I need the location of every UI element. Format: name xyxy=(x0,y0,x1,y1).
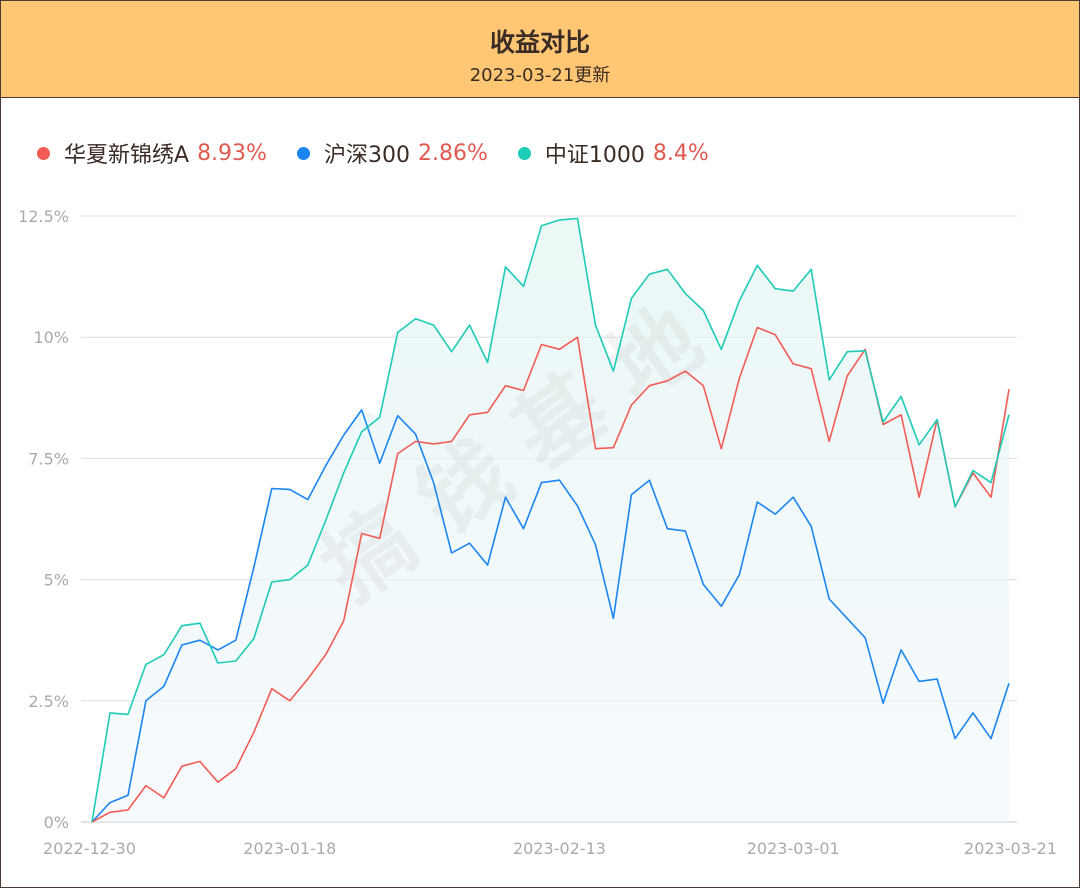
legend-item-hxxjx[interactable]: 华夏新锦绣A 8.93% xyxy=(37,137,267,169)
legend-dot-teal xyxy=(517,146,531,160)
legend-dot-blue xyxy=(296,146,310,160)
legend-label: 中证1000 xyxy=(544,143,645,168)
legend-label: 沪深300 xyxy=(323,143,410,168)
y-tick-label: 2.5% xyxy=(28,692,69,711)
series-line-2 xyxy=(91,217,1010,823)
x-tick-label: 2023-01-18 xyxy=(243,839,336,858)
x-tick-label: 2023-02-13 xyxy=(513,839,606,858)
legend-value: 2.86% xyxy=(417,140,488,166)
y-tick-label: 10% xyxy=(33,328,69,347)
x-tick-label: 2022-12-30 xyxy=(43,839,136,858)
header-bar: 收益对比 2023-03-21更新 xyxy=(1,1,1079,98)
update-date: 2023-03-21更新 xyxy=(469,65,611,86)
series-line-0 xyxy=(91,326,1010,823)
legend-value: 8.93% xyxy=(197,140,267,166)
legend-item-zz1000[interactable]: 中证1000 8.4% xyxy=(517,137,709,169)
y-tick-label: 5% xyxy=(44,571,69,590)
legend-label: 华夏新锦绣A xyxy=(64,143,190,168)
x-tick-label: 2023-03-01 xyxy=(747,839,840,858)
legend-value: 8.4% xyxy=(652,140,709,166)
area-fill xyxy=(92,218,1009,822)
legend: 华夏新锦绣A 8.93% 沪深300 2.86% 中证1000 8.4% xyxy=(37,137,739,169)
y-tick-label: 0% xyxy=(44,813,69,832)
x-tick-label: 2023-03-21 xyxy=(964,839,1057,858)
legend-dot-red xyxy=(37,146,50,160)
legend-item-hs300[interactable]: 沪深300 2.86% xyxy=(296,137,488,169)
chart-title: 收益对比 xyxy=(489,28,590,57)
y-tick-label: 12.5% xyxy=(18,207,69,226)
series-line-1 xyxy=(91,409,1010,823)
y-tick-label: 7.5% xyxy=(28,449,69,468)
